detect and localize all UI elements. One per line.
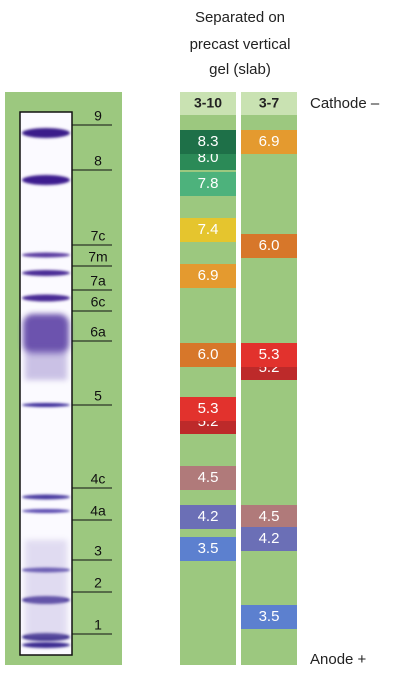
pi-label: 4.2 <box>198 508 219 525</box>
gel-smear <box>25 540 67 640</box>
pi-label: 5.3 <box>259 346 280 363</box>
gel-label: 8 <box>94 153 102 169</box>
gel-band <box>22 403 70 407</box>
header-line: Separated on <box>195 9 285 26</box>
cathode-label: Cathode – <box>310 95 380 112</box>
gel-band <box>22 509 70 513</box>
pi-label: 5.3 <box>198 400 219 417</box>
gel-label: 3 <box>94 543 102 559</box>
gel-band <box>22 128 70 138</box>
gel-band <box>22 642 70 648</box>
gel-label: 9 <box>94 108 102 124</box>
gel-label: 6a <box>90 324 106 340</box>
pi-label: 6.0 <box>198 346 219 363</box>
gel-label: 7c <box>91 228 106 244</box>
pi-label: 6.9 <box>259 133 280 150</box>
pi-label: 4.5 <box>198 469 219 486</box>
strip-title: 3-7 <box>259 95 279 111</box>
pi-label: 6.9 <box>198 267 219 284</box>
gel-smear <box>23 314 69 354</box>
pi-label: 8.3 <box>198 133 219 150</box>
gel-band <box>22 295 70 302</box>
gel-label: 5 <box>94 388 102 404</box>
pi-label: 4.5 <box>259 508 280 525</box>
anode-label: Anode + <box>310 651 367 668</box>
strip-title: 3-10 <box>194 95 222 111</box>
header-line: gel (slab) <box>209 61 271 78</box>
gel-label: 4a <box>90 503 106 519</box>
gel-band <box>22 253 70 258</box>
header-line: precast vertical <box>190 36 291 53</box>
pi-label: 6.0 <box>259 237 280 254</box>
pi-label: 7.8 <box>198 175 219 192</box>
gel-label: 7m <box>88 249 107 265</box>
gel-label: 7a <box>90 273 106 289</box>
figure: Separated on precast vertical gel (slab)… <box>0 0 402 670</box>
gel-band <box>22 175 70 185</box>
pi-label: 4.2 <box>259 530 280 547</box>
gel-label: 1 <box>94 617 102 633</box>
gel-band <box>22 270 70 276</box>
gel-smear <box>25 350 67 380</box>
pi-label: 7.4 <box>198 221 219 238</box>
pi-label: 3.5 <box>198 540 219 557</box>
gel-label: 6c <box>91 294 106 310</box>
gel-label: 4c <box>91 471 106 487</box>
gel-label: 2 <box>94 575 102 591</box>
gel-band <box>22 495 70 500</box>
pi-label: 3.5 <box>259 608 280 625</box>
